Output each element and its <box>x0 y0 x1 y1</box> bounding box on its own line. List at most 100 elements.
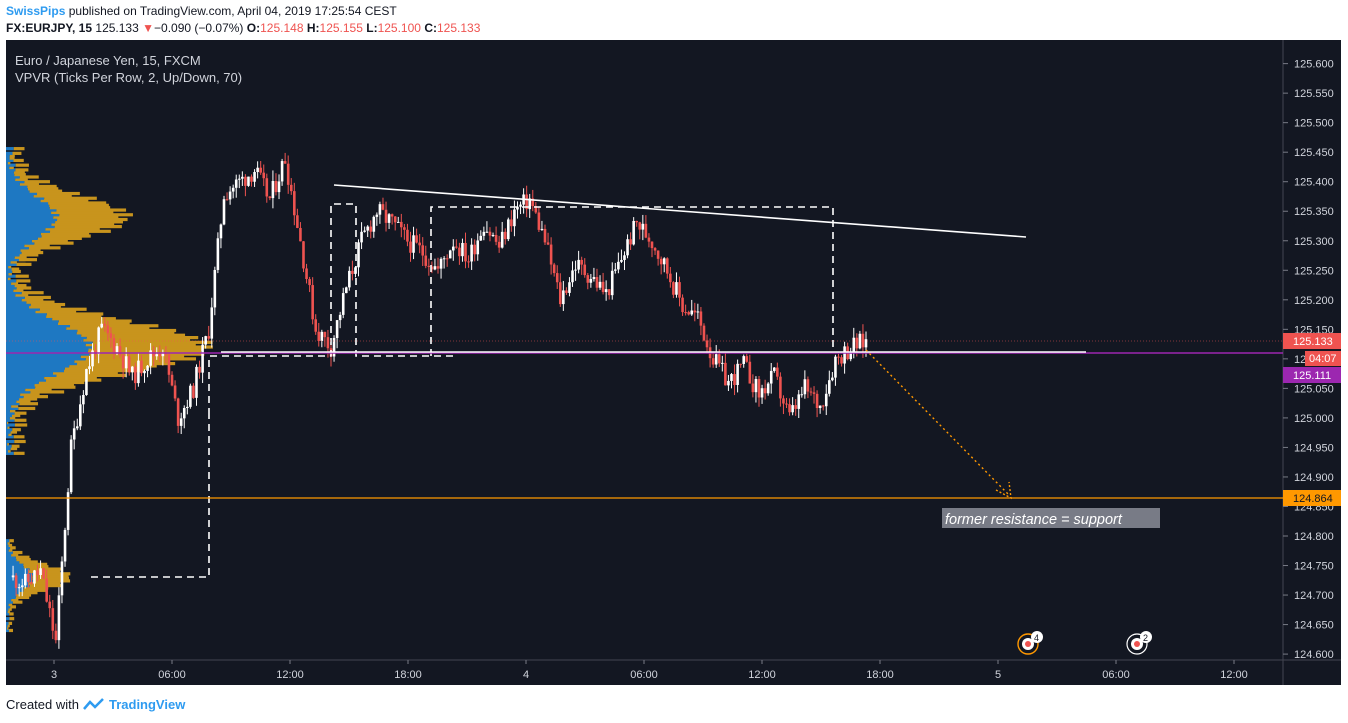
price-tick-label: 125.300 <box>1294 236 1334 248</box>
candle-body <box>314 319 318 332</box>
vpvr-up-bar <box>6 546 11 550</box>
price-tick-label: 125.050 <box>1294 383 1334 395</box>
candle-body <box>763 388 767 394</box>
candle-body <box>760 388 764 398</box>
vpvr-up-bar <box>6 354 81 359</box>
annotation-box[interactable] <box>942 508 1160 528</box>
candle-body <box>280 161 284 182</box>
vpvr-up-bar <box>6 383 35 387</box>
vpvr-up-bar <box>6 338 84 342</box>
candle-body <box>195 366 198 398</box>
vpvr-down-bar <box>19 591 38 595</box>
candle-body <box>179 418 183 426</box>
price-chart[interactable]: former resistance = support Euro / Japan… <box>6 40 1341 685</box>
vpvr-down-bar <box>7 276 11 281</box>
author-name[interactable]: SwissPips <box>6 4 66 18</box>
candle-body <box>121 355 125 369</box>
vpvr-down-bar <box>37 236 82 240</box>
candle-body <box>237 178 241 180</box>
vpvr-up-bar <box>6 442 8 446</box>
candle-body <box>696 311 700 313</box>
vpvr-down-bar <box>46 378 102 382</box>
vpvr-down-bar <box>44 196 97 200</box>
candle-body <box>623 255 626 260</box>
candle-body <box>88 366 91 370</box>
vpvr-down-bar <box>64 369 145 373</box>
vpvr-down-bar <box>9 416 16 420</box>
vpvr-up-bar <box>6 387 26 392</box>
candle-body <box>721 362 724 364</box>
vpvr-up-bar <box>6 560 20 564</box>
vpvr-up-bar <box>6 612 10 616</box>
candle-body <box>699 311 703 326</box>
vpvr-down-bar <box>16 262 32 266</box>
candle-body <box>335 320 339 338</box>
price-tick-label: 124.800 <box>1294 531 1334 543</box>
vpvr-down-bar <box>25 387 52 392</box>
price-axis[interactable] <box>1283 40 1341 660</box>
price-tag-support: 124.864 <box>1283 490 1341 506</box>
candle-body <box>821 405 825 407</box>
vpvr-down-bar <box>9 617 15 621</box>
vpvr-up-bar <box>6 350 88 354</box>
vpvr-up-bar <box>6 371 53 375</box>
candle-body <box>299 227 302 242</box>
vpvr-down-bar <box>34 241 74 245</box>
candle-body <box>219 224 223 239</box>
candle-body <box>769 370 773 384</box>
candle-body <box>344 287 348 294</box>
price-tick-label: 125.600 <box>1294 59 1334 71</box>
candle-body <box>662 258 666 265</box>
candle-body <box>100 323 104 328</box>
descending-trendline[interactable] <box>333 184 1027 238</box>
candle-body <box>384 209 388 223</box>
candle-body <box>11 575 15 578</box>
vpvr-up-bar <box>6 234 42 238</box>
vpvr-down-bar <box>49 203 109 207</box>
candle-body <box>60 561 64 596</box>
vpvr-down-bar <box>30 302 66 307</box>
candle-body <box>604 289 608 293</box>
vpvr-down-bar <box>14 423 28 427</box>
vpvr-up-bar <box>6 324 71 328</box>
vpvr-up-bar <box>6 607 9 611</box>
candle-body <box>130 366 134 373</box>
vpvr-up-bar <box>6 451 14 455</box>
candle-body <box>766 383 770 394</box>
vpvr-down-bar <box>15 555 30 559</box>
tradingview-link[interactable]: TradingView <box>108 697 186 712</box>
vpvr-down-bar <box>49 206 111 210</box>
candle-body <box>305 268 308 280</box>
event-badge-2[interactable]: 2 <box>1126 631 1152 655</box>
vpvr-down-bar <box>58 319 132 323</box>
candle-body <box>549 244 553 265</box>
candle-body <box>283 161 287 164</box>
event-dot-icon <box>1025 641 1031 647</box>
time-axis[interactable] <box>6 660 1341 685</box>
event-badge-1[interactable]: 4 <box>1017 631 1043 655</box>
candle-body <box>629 239 632 245</box>
candle-body <box>653 248 657 251</box>
projection-arrow[interactable] <box>865 349 1010 496</box>
time-tick-label: 06:00 <box>630 669 658 681</box>
vpvr-up-bar <box>6 425 8 429</box>
vpvr-down-bar <box>46 314 102 318</box>
chart-background <box>6 40 1283 660</box>
vpvr-up-bar <box>6 413 12 418</box>
candle-body <box>650 241 654 249</box>
vpvr-down-bar <box>44 376 97 380</box>
vpvr-up-bar <box>6 541 8 545</box>
candle-body <box>785 403 788 405</box>
candle-body <box>115 346 119 353</box>
vpvr-up-bar <box>6 246 29 250</box>
vpvr-down-bar <box>11 413 21 418</box>
vpvr-up-bar <box>6 319 59 323</box>
candle-body <box>63 529 67 562</box>
vpvr-down-bar <box>35 310 77 314</box>
candle-body <box>461 242 464 257</box>
candle-body <box>213 269 217 308</box>
price-tick-label: 125.450 <box>1294 147 1334 159</box>
candle-body <box>610 270 614 296</box>
candle-body <box>724 362 727 386</box>
vpvr-up-bar <box>6 423 15 427</box>
